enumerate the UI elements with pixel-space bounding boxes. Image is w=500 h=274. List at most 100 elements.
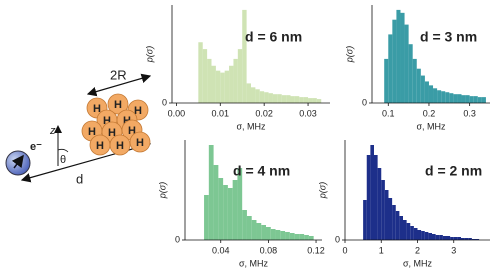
histogram-bar: [285, 232, 290, 240]
x-axis-label: σ, MHz: [416, 121, 446, 131]
histogram-bar: [246, 83, 251, 103]
histogram-bar: [204, 195, 209, 240]
histogram-bar: [421, 231, 425, 240]
histogram-bar: [384, 190, 389, 240]
annotation: d = 3 nm: [420, 29, 477, 45]
histogram-bar: [290, 96, 295, 103]
atom: [129, 131, 151, 153]
histogram-bar: [286, 95, 291, 103]
histogram-bar: [207, 58, 212, 103]
atom: [107, 93, 129, 115]
histogram-bar: [246, 216, 252, 240]
histogram-bar: [403, 220, 407, 240]
histogram-bar: [461, 95, 466, 103]
histogram-bar: [220, 72, 225, 103]
x-tick-label: 1: [379, 245, 384, 255]
hydrogen-cluster: HHHHHHHHHHH: [81, 93, 151, 156]
histogram-bar: [299, 234, 305, 240]
histogram-bar: [294, 234, 300, 240]
histogram-bar: [237, 49, 243, 103]
histogram-bar: [202, 49, 208, 103]
histogram-bar: [453, 237, 458, 240]
histogram-bar: [251, 87, 256, 103]
histogram-bar: [211, 65, 216, 103]
x-tick-label: 0: [342, 245, 347, 255]
histogram-bar: [388, 198, 393, 240]
x-axis-label: σ, MHz: [239, 258, 269, 268]
histogram-bar: [420, 75, 425, 103]
histogram-bar: [395, 211, 400, 240]
histogram-bar: [428, 233, 432, 240]
atom-label: H: [116, 140, 124, 152]
x-tick-label: 0.1: [382, 108, 395, 118]
histogram-bar: [432, 234, 436, 240]
electron-label: e⁻: [30, 141, 42, 153]
histogram-bar: [428, 85, 434, 103]
atom-label: H: [88, 126, 96, 138]
x-tick-label: 0.01: [212, 108, 230, 118]
z-label: z: [49, 125, 56, 137]
histogram-bar: [481, 97, 486, 103]
theta-label: θ: [60, 154, 66, 166]
histogram-bar: [449, 93, 454, 103]
histogram-bar: [370, 145, 374, 240]
histogram-bar: [256, 223, 262, 240]
histogram-bar: [270, 229, 276, 240]
x-axis-label: σ, MHz: [403, 258, 433, 268]
histogram-bar: [237, 168, 243, 240]
histogram-bar: [400, 12, 405, 104]
histogram-bar: [442, 236, 447, 240]
y-tick-label: 0: [175, 234, 180, 244]
histogram-bar: [268, 93, 273, 103]
x-tick-label: 0.04: [212, 245, 230, 255]
histogram-bar: [289, 233, 295, 240]
histogram-bar: [277, 94, 282, 103]
histogram-bar: [308, 98, 313, 103]
y-axis-label: p(σ): [317, 182, 327, 199]
histogram-bar: [227, 188, 233, 240]
y-axis-label: p(σ): [344, 46, 354, 63]
histogram-bar: [264, 92, 269, 103]
histogram-bar: [308, 236, 314, 240]
histogram-bar: [218, 178, 224, 240]
diagram: e⁻ z θ d 2R HHHHHHHHHHH: [5, 67, 152, 186]
y-tick-label: 0: [162, 97, 167, 107]
size-label: 2R: [110, 67, 127, 82]
histogram-bar: [232, 180, 238, 240]
atom-label: H: [136, 137, 144, 149]
histogram-bar: [381, 180, 385, 240]
histogram-bar: [242, 210, 247, 240]
atom-label: H: [93, 103, 101, 115]
histogram-bar: [363, 200, 367, 240]
atom-label: H: [96, 140, 104, 152]
histogram-bar: [424, 232, 429, 240]
x-tick-label: 0.2: [423, 108, 436, 118]
distance-label: d: [76, 171, 83, 186]
histogram-bar: [461, 238, 465, 240]
histogram-bar: [465, 95, 470, 103]
annotation: d = 6 nm: [245, 29, 302, 45]
atom: [109, 134, 131, 156]
histogram-bar: [266, 227, 271, 240]
histogram-bar: [457, 94, 462, 103]
histogram-bar: [416, 68, 421, 103]
y-axis-label: p(σ): [144, 46, 154, 63]
histogram-bar: [396, 9, 401, 103]
histogram-bar: [223, 185, 228, 240]
histogram-bar: [316, 99, 322, 103]
x-tick-label: 3: [451, 245, 456, 255]
atom-label: H: [134, 105, 142, 117]
histogram-bar: [215, 70, 221, 103]
x-tick-label: 0.02: [255, 108, 273, 118]
histogram-bar: [471, 239, 476, 240]
histogram-bar: [281, 95, 287, 103]
histogram-bar: [233, 58, 238, 103]
histogram-bar: [412, 58, 417, 103]
histogram-bar: [312, 98, 317, 103]
histogram-bar: [445, 92, 450, 103]
histogram-bar: [457, 237, 461, 240]
histogram-bar: [468, 238, 472, 240]
histogram-bar: [299, 97, 304, 103]
histogram-bar: [384, 58, 389, 103]
